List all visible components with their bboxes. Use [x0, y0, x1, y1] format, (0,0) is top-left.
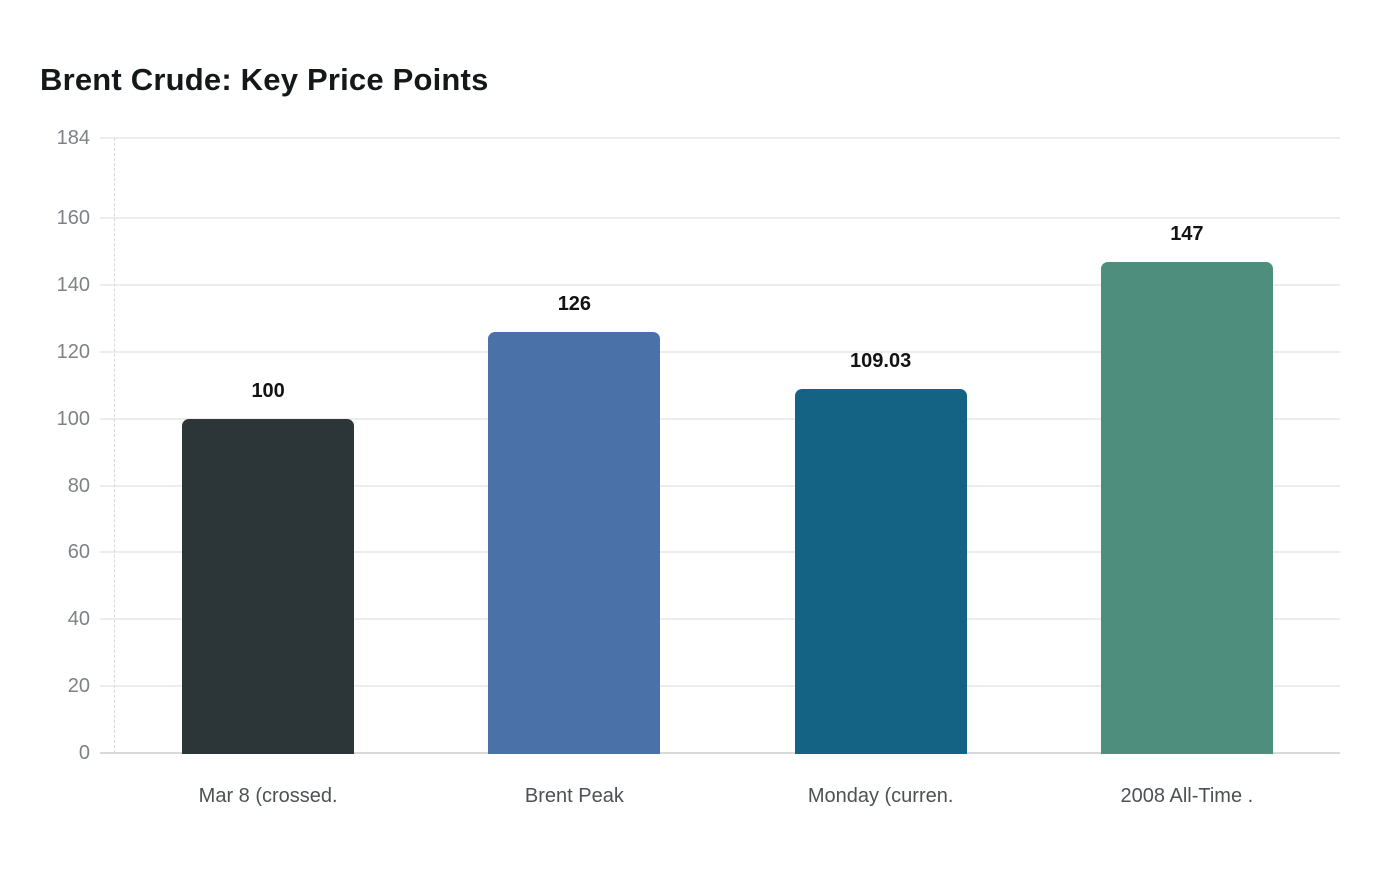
- gridline: [100, 685, 1340, 688]
- y-axis-tick-label: 40: [67, 608, 90, 631]
- gridline: [100, 284, 1340, 287]
- x-axis-category-label: Mar 8 (crossed.: [198, 785, 338, 807]
- bar-1: [182, 418, 355, 754]
- gridline: [100, 137, 1340, 139]
- y-axis-tick-label: 20: [67, 675, 90, 698]
- x-axis-category-label: Brent Peak: [524, 785, 624, 807]
- bar-2: [488, 331, 661, 754]
- bar-3: [794, 388, 967, 754]
- x-axis-category-label: 2008 All-Time .: [1120, 785, 1254, 807]
- bar-value-label: 147: [1170, 222, 1204, 245]
- y-axis-tick-label: 160: [56, 207, 90, 230]
- y-axis-tick-label: 80: [67, 474, 90, 497]
- x-axis-category-label: Monday (curren.: [807, 785, 954, 807]
- bar-value-label: 109.03: [850, 349, 912, 372]
- y-axis-tick-label: 184: [56, 127, 90, 149]
- bar-value-label: 126: [557, 292, 592, 315]
- gridline: [100, 618, 1340, 621]
- gridline: [100, 417, 1340, 420]
- y-axis-tick-label: 100: [56, 407, 90, 430]
- y-axis-line: [114, 138, 115, 753]
- gridline: [100, 350, 1340, 353]
- gridline: [100, 217, 1340, 220]
- y-axis-tick-label: 0: [78, 742, 90, 764]
- bar-value-label: 100: [251, 379, 285, 402]
- bar-4: [1100, 261, 1273, 754]
- y-axis-tick-label: 60: [67, 541, 90, 564]
- chart-title: Brent Crude: Key Price Points: [40, 62, 489, 97]
- x-axis-baseline: [100, 752, 1340, 754]
- y-axis-tick-label: 140: [56, 274, 90, 297]
- gridline: [100, 551, 1340, 554]
- y-axis-tick-label: 120: [56, 340, 90, 363]
- gridline: [100, 484, 1340, 487]
